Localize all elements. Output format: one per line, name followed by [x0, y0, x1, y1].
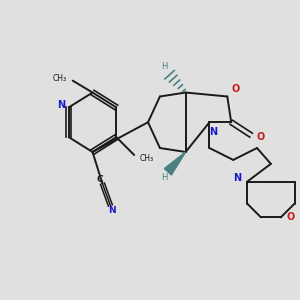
Text: H: H	[161, 62, 167, 71]
Text: C: C	[96, 175, 103, 184]
Text: N: N	[57, 100, 65, 110]
Text: O: O	[231, 84, 239, 94]
Text: O: O	[257, 132, 265, 142]
Text: CH₃: CH₃	[140, 154, 154, 164]
Text: O: O	[286, 212, 295, 222]
Text: H: H	[161, 173, 167, 182]
Text: N: N	[233, 173, 241, 183]
Text: N: N	[109, 206, 116, 215]
Text: CH₃: CH₃	[53, 74, 67, 83]
Polygon shape	[164, 152, 186, 175]
Text: N: N	[209, 127, 217, 137]
